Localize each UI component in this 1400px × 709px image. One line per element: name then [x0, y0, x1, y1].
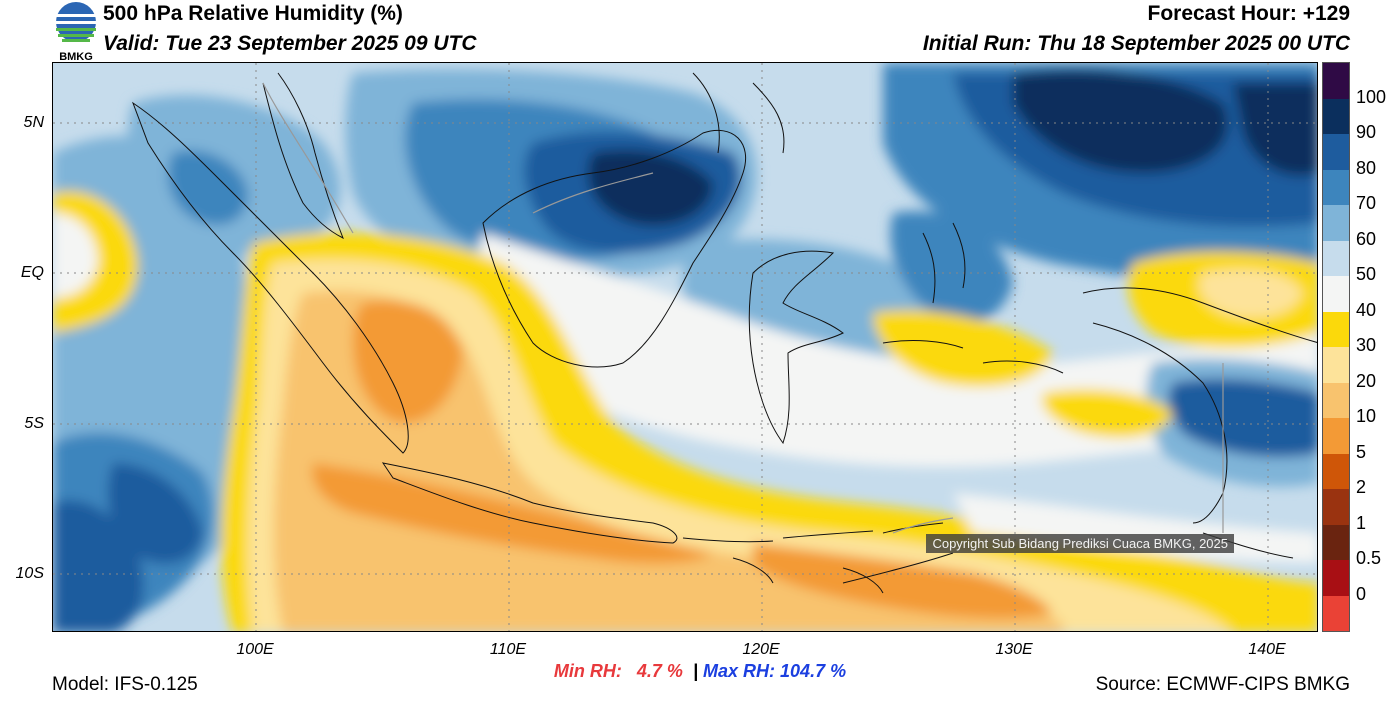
colorbar-label: 70 [1356, 193, 1377, 213]
colorbar-segment [1323, 134, 1349, 170]
colorbar-segment [1323, 418, 1349, 454]
colorbar-segment [1323, 382, 1349, 418]
colorbar-label: 0 [1356, 583, 1367, 604]
colorbar-label: 50 [1356, 264, 1377, 284]
lon-label-110e: 110E [489, 641, 527, 658]
rh-stats: Min RH: 4.7 % | Max RH: 104.7 % [0, 661, 1400, 682]
colorbar-label: 100 [1356, 86, 1387, 107]
colorbar-segment [1323, 489, 1349, 525]
colorbar-segment [1323, 276, 1349, 312]
colorbar-label: 1 [1356, 512, 1367, 533]
colorbar-segment [1323, 560, 1349, 596]
colorbar-segment [1323, 98, 1349, 134]
max-rh-label: Max RH: [703, 661, 776, 681]
max-rh-number: 104.7 % [780, 661, 847, 681]
map-title: 500 hPa Relative Humidity (%) [103, 2, 403, 25]
humidity-map: Copyright Sub Bidang Prediksi Cuaca BMKG… [52, 62, 1318, 632]
lat-label-5s: 5S [24, 415, 44, 432]
lon-label-100e: 100E [236, 641, 274, 658]
min-rh-value: 4.7 % [622, 661, 683, 681]
bmkg-logo: BMKG [52, 0, 100, 63]
colorbar-segment [1323, 240, 1349, 276]
colorbar-label: 2 [1356, 477, 1367, 497]
colorbar-label: 80 [1356, 157, 1377, 178]
colorbar-label: 0.5 [1356, 548, 1382, 568]
source-info: Source: ECMWF-CIPS BMKG [1095, 674, 1350, 695]
model-info: Model: IFS-0.125 [52, 674, 198, 695]
initial-run: Initial Run: Thu 18 September 2025 00 UT… [922, 32, 1350, 55]
valid-time: Valid: Tue 23 September 2025 09 UTC [103, 32, 477, 55]
colorbar-label: 30 [1356, 335, 1377, 355]
lat-label-eq: EQ [20, 264, 44, 281]
lon-label-130e: 130E [995, 641, 1033, 658]
colorbar-segment [1323, 524, 1349, 560]
colorbar-label: 90 [1356, 122, 1377, 142]
copyright-notice: Copyright Sub Bidang Prediksi Cuaca BMKG… [926, 534, 1234, 553]
colorbar [1322, 62, 1350, 632]
lon-label-140e: 140E [1248, 641, 1286, 658]
colorbar-segment [1323, 347, 1349, 383]
colorbar-segment [1323, 205, 1349, 241]
colorbar-segment [1323, 453, 1349, 489]
colorbar-segment [1323, 595, 1349, 631]
colorbar-segment [1323, 169, 1349, 205]
colorbar-segment [1323, 311, 1349, 347]
max-rh-value: 104.7 % [775, 661, 846, 681]
min-rh-label: Min RH: [553, 661, 622, 681]
lat-label-10s: 10S [15, 565, 44, 582]
colorbar-label: 40 [1356, 299, 1377, 320]
colorbar-label: 10 [1356, 406, 1377, 426]
colorbar-label: 20 [1356, 370, 1377, 391]
lat-label-5n: 5N [23, 114, 44, 131]
colorbar-label: 60 [1356, 228, 1377, 249]
colorbar-segment [1323, 63, 1349, 99]
forecast-hour: Forecast Hour: +129 [1147, 2, 1351, 25]
svg-text:BMKG: BMKG [59, 51, 93, 62]
lon-label-120e: 120E [742, 641, 780, 658]
colorbar-label: 5 [1356, 441, 1367, 462]
stats-separator: | [692, 661, 698, 681]
min-rh-number: 4.7 % [636, 661, 683, 681]
